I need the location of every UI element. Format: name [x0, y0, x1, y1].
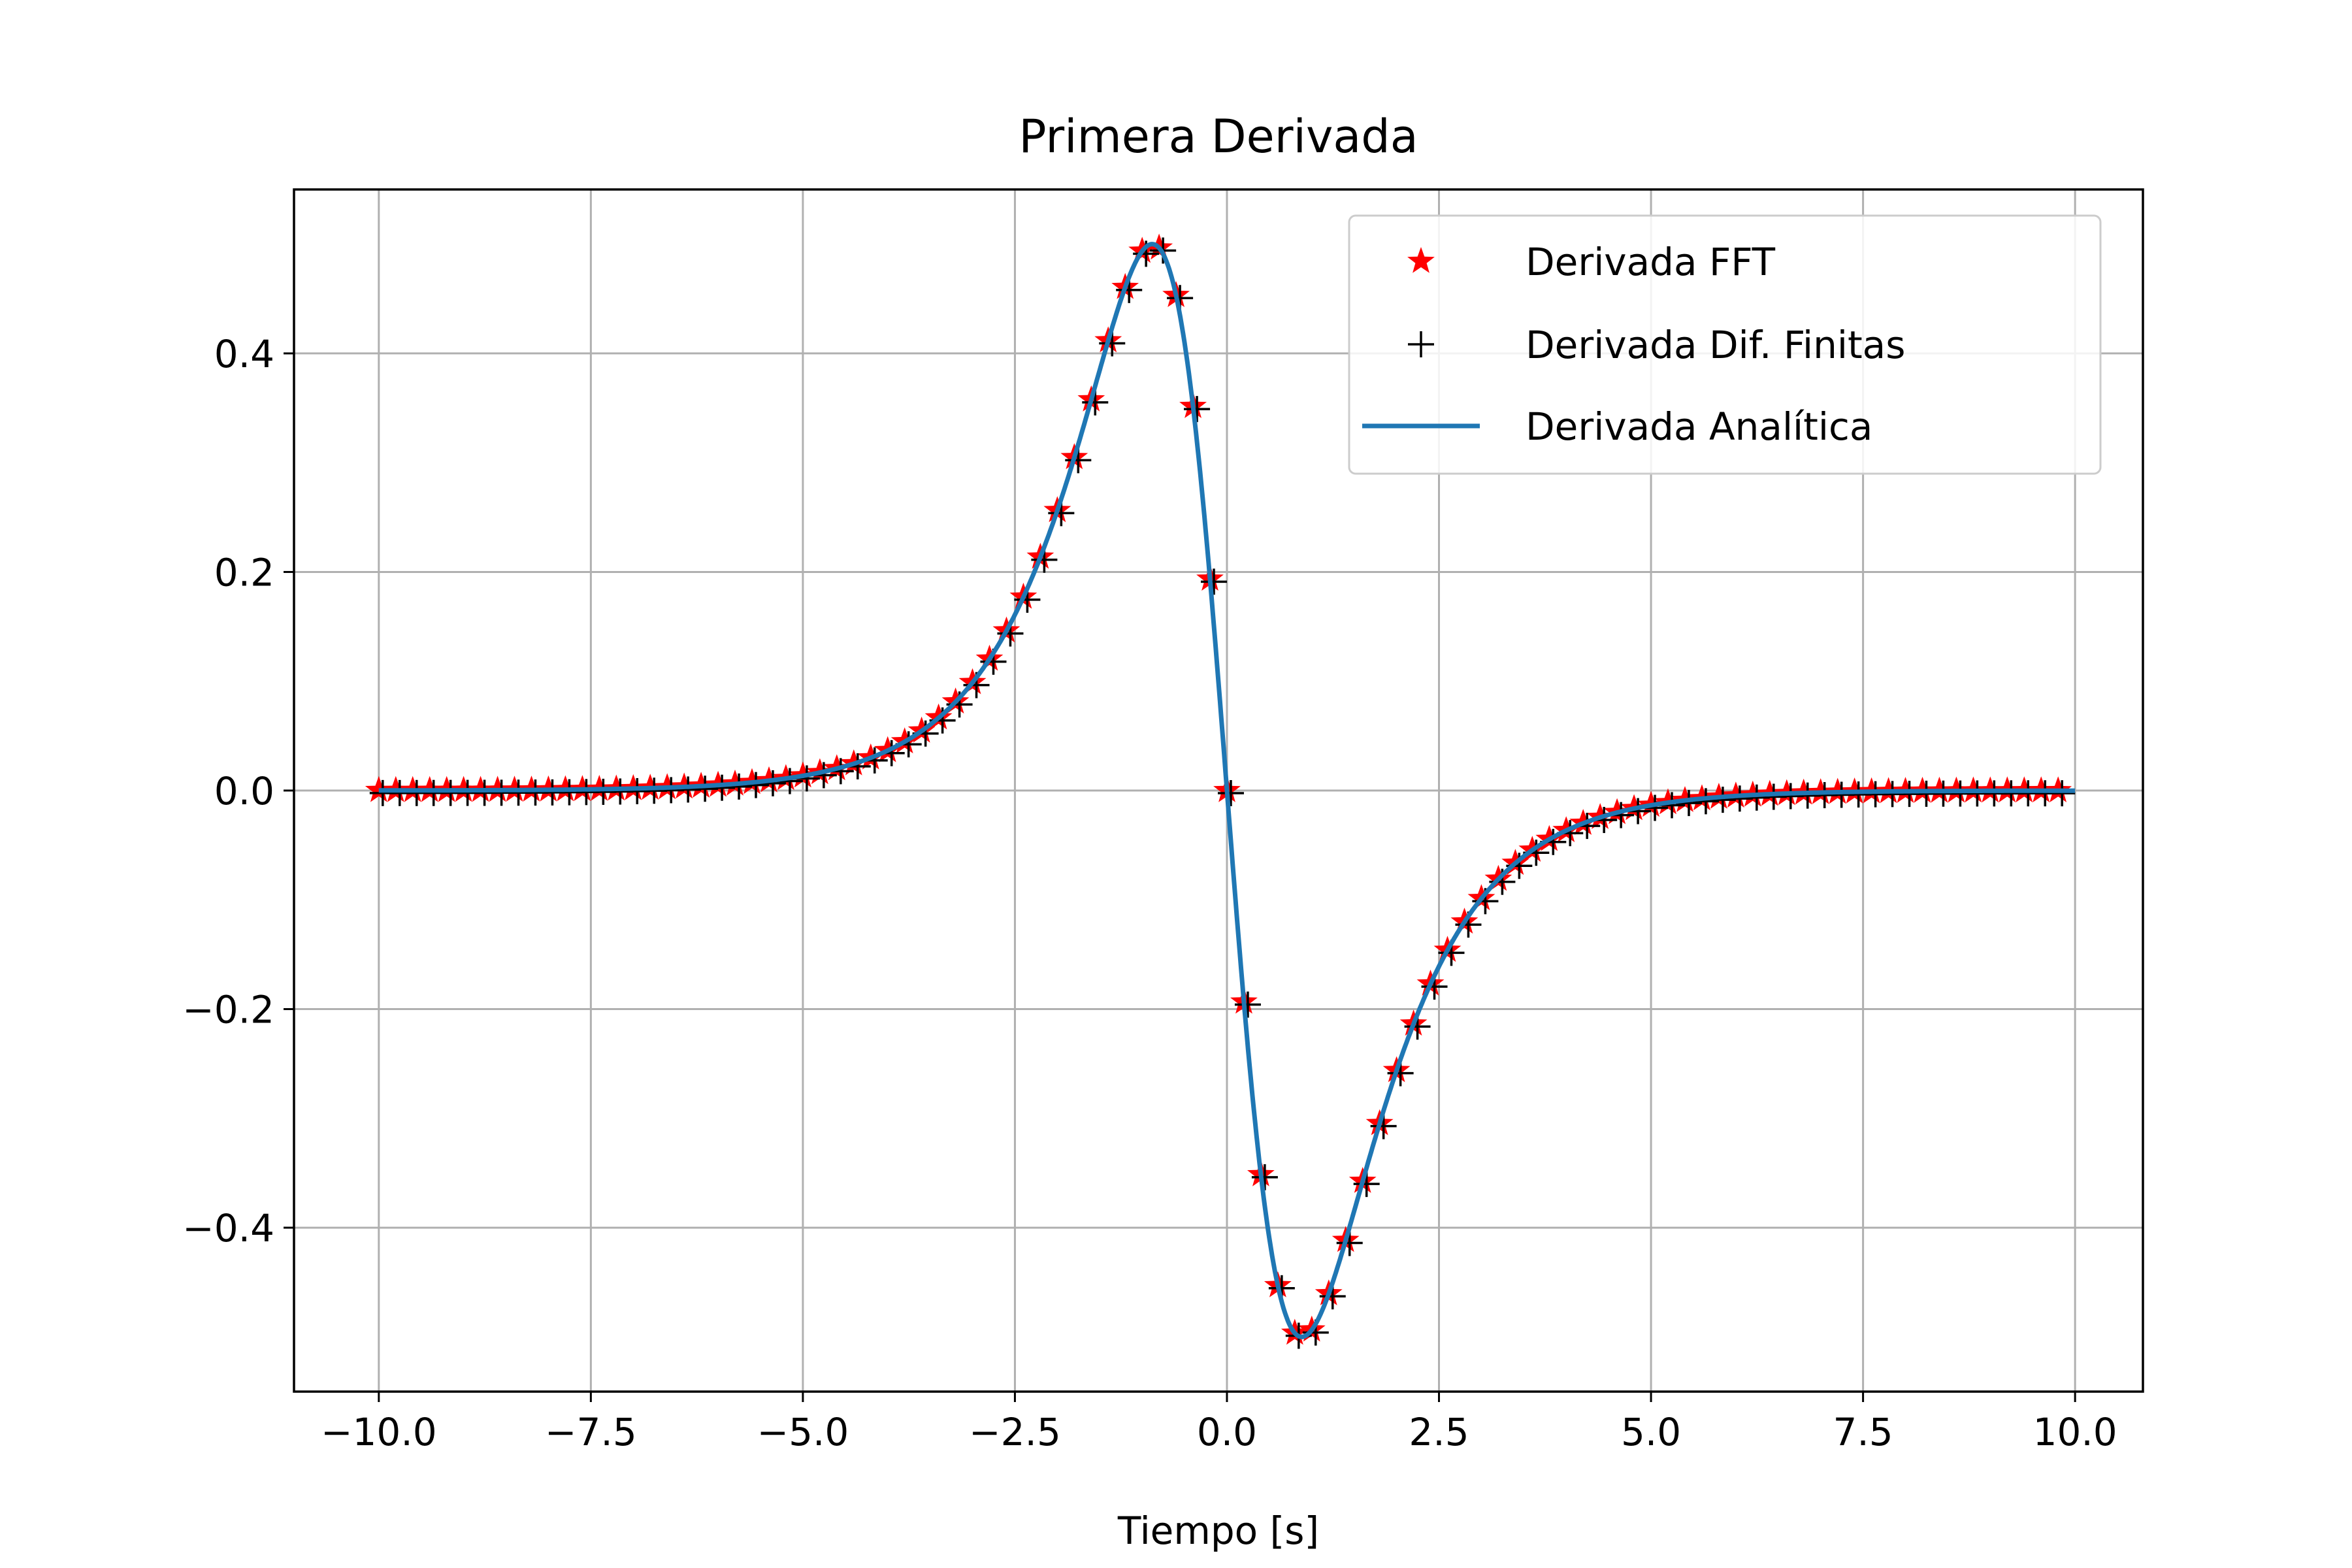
legend-fft-star-icon [1407, 247, 1435, 273]
y-tick-label: −0.4 [182, 1206, 274, 1250]
y-tick-label: 0.2 [214, 550, 274, 595]
axes: −10.0 −7.5 −5.0 −2.5 0.0 2.5 5.0 7.5 10.0 −0.4 −0.… [182, 332, 2117, 1454]
finite-diff-plus-marker [709, 774, 736, 801]
plot-frame [293, 188, 2144, 1393]
finite-diff-plus-marker [1234, 991, 1261, 1018]
finite-diff-plus-marker [2049, 780, 2076, 807]
chart-title: Primera Derivada [1019, 110, 1418, 163]
analytic-derivative-line [378, 242, 2076, 1339]
x-tick-label: 5.0 [1621, 1410, 1681, 1454]
legend-label: Derivada Dif. Finitas [1526, 323, 1905, 367]
finite-diff-plus-marker [1201, 568, 1228, 595]
y-tick-label: 0.0 [214, 769, 274, 813]
x-tick-label: 7.5 [1833, 1410, 1893, 1454]
legend: Derivada FFT Derivada Dif. Finitas Derivad… [1348, 214, 2102, 475]
plot-series [365, 233, 2076, 1349]
x-tick-label: 2.5 [1409, 1410, 1469, 1454]
legend-label: Derivada FFT [1526, 240, 1776, 284]
finite-diff-plus-marker [1251, 1164, 1278, 1190]
x-tick-label: −7.5 [545, 1410, 637, 1454]
y-tick-label: −0.2 [182, 988, 274, 1032]
y-tick-label: 0.4 [214, 332, 274, 376]
legend-frame [1348, 214, 2102, 475]
x-tick-label: −2.5 [969, 1410, 1061, 1454]
x-tick-label: −10.0 [321, 1410, 437, 1454]
x-tick-label: 10.0 [2033, 1410, 2117, 1454]
x-axis-label: Tiempo [s] [1117, 1509, 1319, 1553]
finite-diff-plus-marker [1217, 780, 1244, 806]
legend-plus-icon [1408, 331, 1434, 357]
legend-label: Derivada Analítica [1526, 404, 1872, 449]
finite-diff-plus-marker [1184, 396, 1211, 423]
x-tick-label: 0.0 [1197, 1410, 1257, 1454]
x-tick-label: −5.0 [757, 1410, 849, 1454]
